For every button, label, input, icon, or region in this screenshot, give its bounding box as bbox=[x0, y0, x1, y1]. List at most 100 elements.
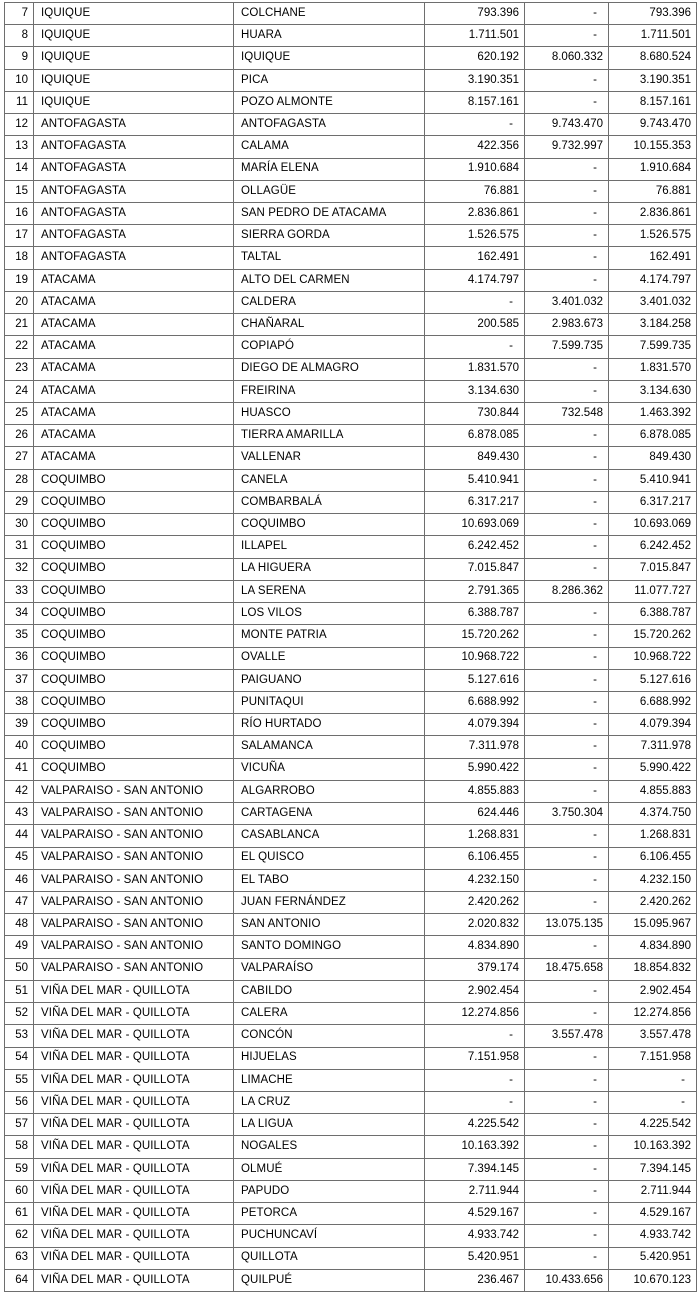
province-cell: VALPARAISO - SAN ANTONIO bbox=[34, 825, 234, 848]
commune-cell: OLLAGÜE bbox=[234, 180, 425, 204]
amount-a-cell: 4.834.890 bbox=[425, 936, 525, 959]
amount-a-cell: 5.410.941 bbox=[425, 469, 525, 492]
amount-a-cell: 10.163.392 bbox=[425, 1136, 525, 1159]
row-number-cell: 39 bbox=[5, 714, 34, 737]
province-cell: VIÑA DEL MAR - QUILLOTA bbox=[34, 1091, 234, 1115]
row-number-cell: 48 bbox=[5, 914, 34, 937]
total-cell: 76.881 bbox=[609, 180, 697, 204]
amount-b-cell: 9.732.997 bbox=[525, 136, 609, 159]
province-cell: IQUIQUE bbox=[34, 91, 234, 115]
commune-cell: LA HIGUERA bbox=[234, 558, 425, 581]
amount-b-cell: - bbox=[525, 447, 609, 470]
province-cell: ATACAMA bbox=[34, 336, 234, 359]
province-cell: ANTOFAGASTA bbox=[34, 203, 234, 226]
row-number-cell: 43 bbox=[5, 803, 34, 826]
commune-cell: CARTAGENA bbox=[234, 803, 425, 826]
amount-b-cell: 8.060.332 bbox=[525, 47, 609, 70]
amount-b-cell: - bbox=[525, 669, 609, 692]
total-cell: 3.557.478 bbox=[609, 1025, 697, 1048]
total-cell: 18.854.832 bbox=[609, 958, 697, 981]
total-cell: 3.401.032 bbox=[609, 291, 697, 315]
amount-b-cell: - bbox=[525, 1247, 609, 1270]
row-number-cell: 54 bbox=[5, 1047, 34, 1070]
province-cell: VIÑA DEL MAR - QUILLOTA bbox=[34, 980, 234, 1004]
commune-cell: CASABLANCA bbox=[234, 825, 425, 848]
total-cell: 10.670.123 bbox=[609, 1269, 697, 1292]
amount-a-cell: 5.127.616 bbox=[425, 669, 525, 692]
amount-b-cell: - bbox=[525, 1069, 609, 1092]
total-cell: - bbox=[609, 1091, 697, 1115]
amount-a-cell: 1.711.501 bbox=[425, 25, 525, 48]
amount-b-cell: - bbox=[525, 1203, 609, 1226]
total-cell: 5.990.422 bbox=[609, 758, 697, 781]
total-cell: - bbox=[609, 1069, 697, 1092]
amount-a-cell: 2.420.262 bbox=[425, 891, 525, 915]
row-number-cell: 24 bbox=[5, 380, 34, 404]
amount-a-cell: 5.420.951 bbox=[425, 1247, 525, 1270]
amount-a-cell: 4.855.883 bbox=[425, 780, 525, 804]
amount-b-cell: 3.401.032 bbox=[525, 291, 609, 315]
province-cell: VIÑA DEL MAR - QUILLOTA bbox=[34, 1180, 234, 1204]
amount-a-cell: 6.106.455 bbox=[425, 847, 525, 870]
province-cell: ANTOFAGASTA bbox=[34, 114, 234, 137]
commune-cell: EL TABO bbox=[234, 869, 425, 892]
commune-cell: PAPUDO bbox=[234, 1180, 425, 1204]
province-cell: VIÑA DEL MAR - QUILLOTA bbox=[34, 1003, 234, 1026]
amount-b-cell: - bbox=[525, 3, 609, 26]
province-cell: ANTOFAGASTA bbox=[34, 180, 234, 204]
row-number-cell: 10 bbox=[5, 69, 34, 92]
row-number-cell: 20 bbox=[5, 291, 34, 315]
commune-cell: ALGARROBO bbox=[234, 780, 425, 804]
total-cell: 6.878.085 bbox=[609, 425, 697, 448]
commune-cell: OLMUÉ bbox=[234, 1158, 425, 1181]
province-cell: ATACAMA bbox=[34, 269, 234, 292]
total-cell: 7.599.735 bbox=[609, 336, 697, 359]
amount-b-cell: - bbox=[525, 180, 609, 204]
commune-cell: MARÍA ELENA bbox=[234, 158, 425, 181]
row-number-cell: 29 bbox=[5, 491, 34, 515]
total-cell: 1.711.501 bbox=[609, 25, 697, 48]
province-cell: COQUIMBO bbox=[34, 625, 234, 648]
amount-a-cell: 4.933.742 bbox=[425, 1225, 525, 1248]
row-number-cell: 58 bbox=[5, 1136, 34, 1159]
row-number-cell: 8 bbox=[5, 25, 34, 48]
total-cell: 1.268.831 bbox=[609, 825, 697, 848]
total-cell: 5.127.616 bbox=[609, 669, 697, 692]
commune-cell: QUILLOTA bbox=[234, 1247, 425, 1270]
row-number-cell: 35 bbox=[5, 625, 34, 648]
commune-cell: TALTAL bbox=[234, 247, 425, 270]
province-cell: VIÑA DEL MAR - QUILLOTA bbox=[34, 1158, 234, 1181]
total-cell: 6.388.787 bbox=[609, 603, 697, 626]
amount-a-cell: 7.394.145 bbox=[425, 1158, 525, 1181]
amount-a-cell: 6.878.085 bbox=[425, 425, 525, 448]
total-cell: 5.410.941 bbox=[609, 469, 697, 492]
row-number-cell: 9 bbox=[5, 47, 34, 70]
amount-a-cell: 1.526.575 bbox=[425, 225, 525, 248]
amount-a-cell: 6.242.452 bbox=[425, 536, 525, 559]
total-cell: 4.225.542 bbox=[609, 1114, 697, 1137]
total-cell: 4.933.742 bbox=[609, 1225, 697, 1248]
total-cell: 1.910.684 bbox=[609, 158, 697, 181]
province-cell: VALPARAISO - SAN ANTONIO bbox=[34, 936, 234, 959]
province-cell: IQUIQUE bbox=[34, 69, 234, 92]
commune-cell: JUAN FERNÁNDEZ bbox=[234, 891, 425, 915]
amount-a-cell: 4.174.797 bbox=[425, 269, 525, 292]
province-cell: VALPARAISO - SAN ANTONIO bbox=[34, 958, 234, 981]
row-number-cell: 32 bbox=[5, 558, 34, 581]
amount-a-cell: - bbox=[425, 336, 525, 359]
province-cell: ATACAMA bbox=[34, 447, 234, 470]
total-cell: 793.396 bbox=[609, 3, 697, 26]
amount-b-cell: - bbox=[525, 491, 609, 515]
amount-b-cell: - bbox=[525, 980, 609, 1004]
province-cell: COQUIMBO bbox=[34, 536, 234, 559]
amount-b-cell: - bbox=[525, 69, 609, 92]
province-cell: ANTOFAGASTA bbox=[34, 225, 234, 248]
row-number-cell: 33 bbox=[5, 580, 34, 604]
row-number-cell: 34 bbox=[5, 603, 34, 626]
total-cell: 15.720.262 bbox=[609, 625, 697, 648]
row-number-cell: 46 bbox=[5, 869, 34, 892]
amount-a-cell: 8.157.161 bbox=[425, 91, 525, 115]
province-cell: COQUIMBO bbox=[34, 580, 234, 604]
amount-a-cell: 2.902.454 bbox=[425, 980, 525, 1004]
province-cell: VALPARAISO - SAN ANTONIO bbox=[34, 847, 234, 870]
